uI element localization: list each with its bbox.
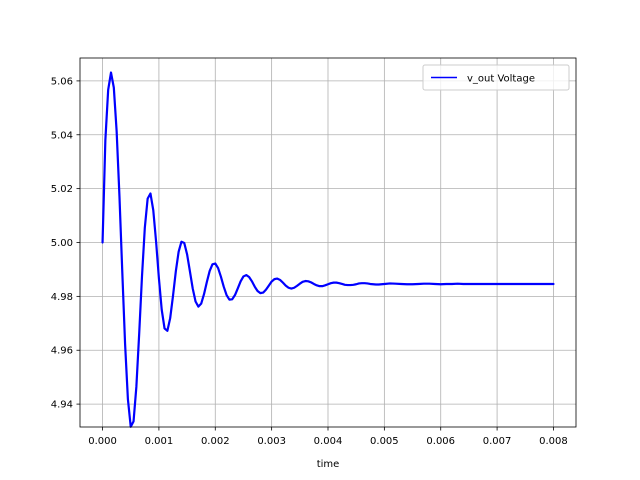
x-tick-label: 0.002 (201, 436, 230, 447)
y-tick-label: 5.02 (51, 184, 73, 195)
legend-box (422, 64, 570, 91)
y-tick-label: 4.96 (51, 346, 73, 357)
y-tick-label: 5.06 (51, 76, 73, 87)
legend-label: v_out Voltage (467, 74, 535, 85)
y-tick-label: 4.94 (51, 400, 73, 411)
x-tick-label: 0.007 (483, 436, 512, 447)
y-tick-label: 5.00 (51, 238, 73, 249)
x-tick-label: 0.001 (145, 436, 174, 447)
x-tick-label: 0.006 (426, 436, 455, 447)
x-tick-label: 0.008 (539, 436, 568, 447)
plot-area (79, 57, 577, 428)
x-tick-label: 0.003 (257, 436, 286, 447)
series-line (101, 71, 555, 428)
y-tick-label: 5.04 (51, 130, 73, 141)
legend: v_out Voltage (422, 64, 570, 91)
x-axis-label: time (317, 459, 340, 470)
x-axis: 0.000 0.001 0.002 0.003 0.004 0.005 0.006 0.007… (88, 427, 568, 447)
x-tick-label: 0.004 (314, 436, 343, 447)
series-layer (101, 71, 555, 428)
x-tick-label: 0.000 (88, 436, 117, 447)
x-tick-label: 0.005 (370, 436, 399, 447)
y-axis: 4.94 4.96 4.98 5.00 5.02 5.04 5.06 (51, 76, 80, 411)
y-tick-label: 4.98 (51, 292, 73, 303)
